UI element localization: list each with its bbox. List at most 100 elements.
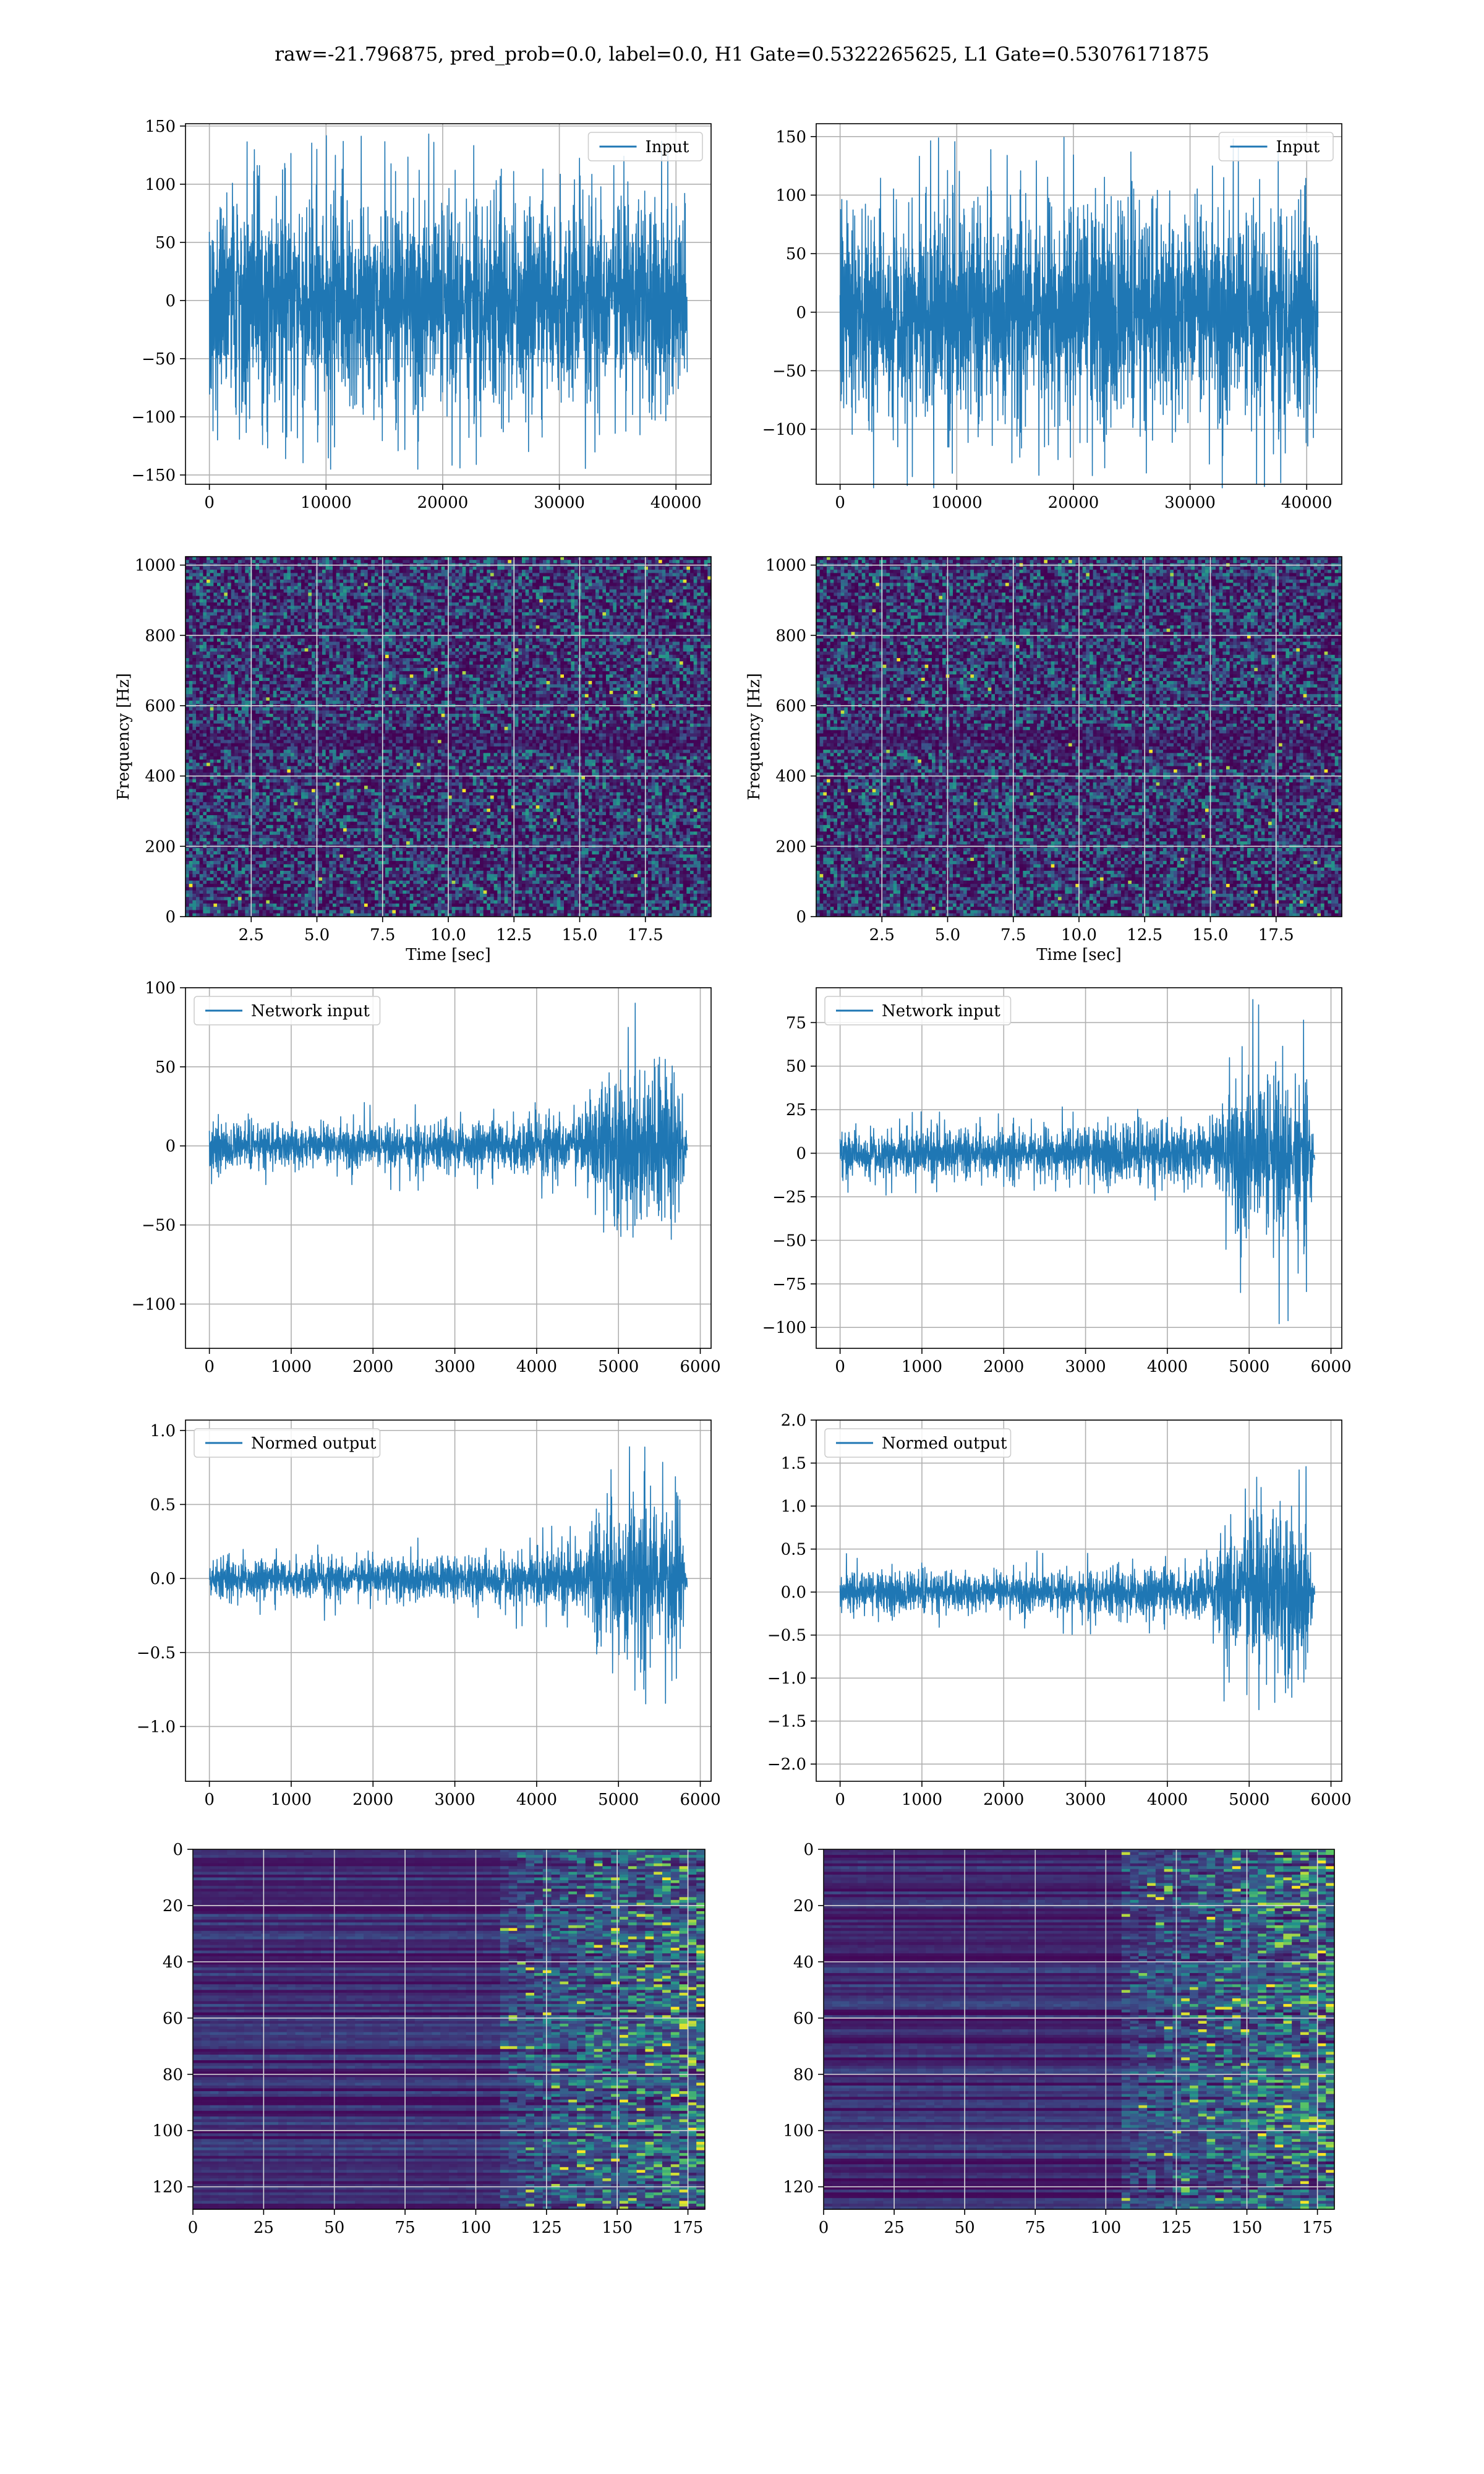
heatmap-cell: [539, 573, 543, 576]
heatmap-cell: [297, 576, 301, 580]
heatmap-cell: [466, 599, 469, 603]
heatmap-cell: [249, 599, 252, 603]
heatmap-cell: [308, 586, 312, 590]
heatmap-cell: [638, 580, 641, 583]
heatmap-cell: [357, 599, 361, 603]
heatmap-cell: [704, 567, 708, 570]
heatmap-cell: [238, 557, 242, 560]
heatmap-cell: [553, 576, 557, 580]
heatmap-cell: [385, 599, 389, 603]
heatmap-cell: [508, 570, 511, 573]
heatmap-cell: [318, 560, 322, 563]
heatmap-cell: [595, 586, 599, 590]
heatmap-cell: [560, 570, 564, 573]
heatmap-cell: [665, 583, 669, 586]
heatmap-cell: [539, 557, 543, 560]
heatmap-cell: [606, 557, 610, 560]
heatmap-cell: [280, 589, 284, 593]
heatmap-cell: [610, 596, 613, 599]
heatmap-cell: [427, 560, 431, 563]
heatmap-cell: [294, 576, 298, 580]
heatmap-cell: [557, 576, 561, 580]
heatmap-cell: [497, 573, 501, 576]
heatmap-cell: [385, 602, 389, 606]
x-tick-label: 40000: [650, 494, 702, 512]
heatmap-cell: [266, 573, 270, 576]
heatmap-cell: [592, 580, 595, 583]
heatmap-cell: [610, 580, 613, 583]
heatmap-cell: [238, 599, 242, 603]
heatmap-cell: [329, 599, 333, 603]
heatmap-cell: [318, 602, 322, 606]
heatmap-cell: [634, 589, 638, 593]
heatmap-cell: [641, 570, 645, 573]
heatmap-cell: [623, 583, 627, 586]
heatmap-cell: [529, 583, 532, 586]
heatmap-cell: [301, 586, 305, 590]
heatmap-cell: [242, 557, 245, 560]
heatmap-cell: [522, 593, 526, 596]
heatmap-cell: [547, 602, 550, 606]
heatmap-cell: [238, 560, 242, 563]
heatmap-cell: [676, 602, 680, 606]
heatmap-cell: [339, 583, 343, 586]
heatmap-cell: [690, 599, 694, 603]
heatmap-cell: [550, 602, 553, 606]
heatmap-cell: [231, 586, 235, 590]
heatmap-cell: [238, 589, 242, 593]
heatmap-cell: [680, 589, 683, 593]
heatmap-cell: [347, 596, 351, 599]
heatmap-cell: [620, 567, 624, 570]
y-tick-label: 0: [165, 292, 176, 310]
heatmap-cell: [459, 596, 463, 599]
heatmap-cell: [339, 596, 343, 599]
heatmap-cell: [490, 580, 494, 583]
heatmap-cell: [571, 583, 574, 586]
heatmap-cell: [294, 567, 298, 570]
heatmap-cell: [322, 599, 326, 603]
heatmap-cell: [245, 596, 249, 599]
heatmap-cell: [683, 567, 687, 570]
heatmap-cell: [357, 580, 361, 583]
heatmap-cell: [694, 596, 697, 599]
heatmap-cell: [249, 589, 252, 593]
heatmap-cell: [463, 583, 466, 586]
heatmap-cell: [196, 557, 200, 560]
heatmap-cell: [505, 576, 508, 580]
heatmap-cell: [665, 570, 669, 573]
heatmap-cell: [599, 599, 603, 603]
heatmap-cell: [515, 573, 519, 576]
heatmap-cell: [497, 557, 501, 560]
heatmap-cell: [273, 570, 277, 573]
heatmap-cell: [686, 593, 690, 596]
heatmap-cell: [291, 557, 294, 560]
heatmap-cell: [505, 567, 508, 570]
heatmap-cell: [270, 586, 273, 590]
heatmap-cell: [655, 602, 659, 606]
heatmap-cell: [560, 599, 564, 603]
heatmap-cell: [585, 586, 589, 590]
heatmap-cell: [476, 573, 480, 576]
heatmap-cell: [564, 596, 568, 599]
heatmap-cell: [196, 589, 200, 593]
heatmap-cell: [308, 567, 312, 570]
heatmap-cell: [676, 573, 680, 576]
heatmap-cell: [189, 557, 193, 560]
heatmap-cell: [326, 593, 330, 596]
heatmap-cell: [655, 576, 659, 580]
heatmap-cell: [641, 602, 645, 606]
heatmap-cell: [652, 602, 655, 606]
heatmap-cell: [234, 560, 238, 563]
heatmap-cell: [515, 596, 519, 599]
heatmap-cell: [375, 586, 378, 590]
heatmap-cell: [659, 570, 662, 573]
heatmap-cell: [613, 593, 616, 596]
heatmap-cell: [595, 567, 599, 570]
heatmap-cell: [459, 586, 463, 590]
heatmap-cell: [326, 599, 330, 603]
heatmap-cell: [616, 583, 620, 586]
heatmap-cell: [469, 596, 473, 599]
heatmap-cell: [571, 589, 574, 593]
heatmap-cell: [406, 560, 410, 563]
heatmap-cell: [662, 583, 666, 586]
